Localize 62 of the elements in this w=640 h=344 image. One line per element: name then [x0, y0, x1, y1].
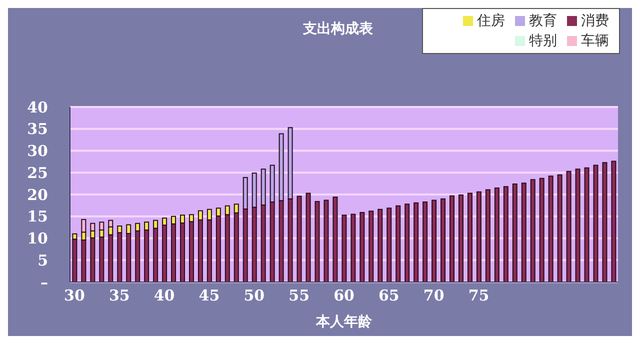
- bar: [566, 170, 572, 282]
- chart-title: 支出构成表: [302, 20, 374, 38]
- x-tick-label: 65: [378, 286, 400, 305]
- bar: [422, 201, 428, 282]
- bar: [602, 162, 608, 282]
- x-tick-label: 70: [423, 286, 444, 305]
- bar: [306, 192, 311, 282]
- y-tick-label: 15: [27, 208, 48, 226]
- y-tick-label: 10: [27, 230, 48, 248]
- bar: [476, 191, 482, 282]
- x-tick-label: 30: [64, 286, 85, 305]
- y-tick-label: 20: [27, 186, 48, 204]
- y-tick-label: 35: [27, 120, 48, 138]
- bar: [593, 164, 598, 282]
- legend-label: 特别: [529, 33, 557, 49]
- bar: [539, 178, 544, 282]
- bar: [548, 176, 554, 282]
- bar: [396, 205, 401, 282]
- bar: [467, 192, 472, 282]
- bar: [450, 195, 455, 282]
- y-tick-label: 5: [38, 251, 48, 270]
- y-tick-label: 40: [27, 98, 48, 116]
- bar: [360, 212, 365, 282]
- bar: [611, 160, 616, 282]
- x-axis-title: 本人年龄: [315, 314, 373, 330]
- x-tick-label: 50: [244, 286, 265, 305]
- bar: [314, 201, 320, 282]
- bar: [503, 186, 508, 282]
- bar: [530, 179, 536, 282]
- y-tick-label: 30: [27, 142, 48, 160]
- bar: [414, 202, 419, 282]
- bar: [342, 214, 347, 282]
- legend-label: 车辆: [581, 33, 609, 49]
- bar: [324, 200, 329, 282]
- bar: [350, 214, 356, 282]
- y-tick-label: 25: [27, 164, 48, 182]
- x-tick-label: 45: [198, 286, 220, 305]
- bar: [368, 210, 374, 282]
- bar: [512, 184, 518, 282]
- y-tick-label: –: [40, 273, 48, 292]
- x-tick-label: 75: [468, 286, 490, 305]
- bar: [432, 200, 437, 282]
- x-tick-label: 60: [334, 286, 354, 305]
- bar: [386, 208, 392, 282]
- bar: [575, 168, 580, 282]
- bar: [494, 187, 500, 282]
- bar: [296, 196, 302, 282]
- x-tick-label: 40: [154, 286, 175, 305]
- bar: [378, 208, 383, 282]
- bar: [404, 204, 410, 282]
- bar: [332, 196, 338, 282]
- bar: [557, 174, 562, 282]
- x-tick-label: 55: [288, 286, 310, 305]
- bar: [458, 194, 464, 282]
- bar: [440, 198, 446, 282]
- legend-label: 消费: [581, 13, 609, 29]
- bar: [521, 182, 526, 282]
- legend-label: 住房: [477, 13, 505, 29]
- legend-label: 教育: [529, 13, 557, 29]
- bar: [584, 167, 590, 282]
- x-tick-label: 35: [108, 286, 130, 305]
- bar: [485, 189, 490, 282]
